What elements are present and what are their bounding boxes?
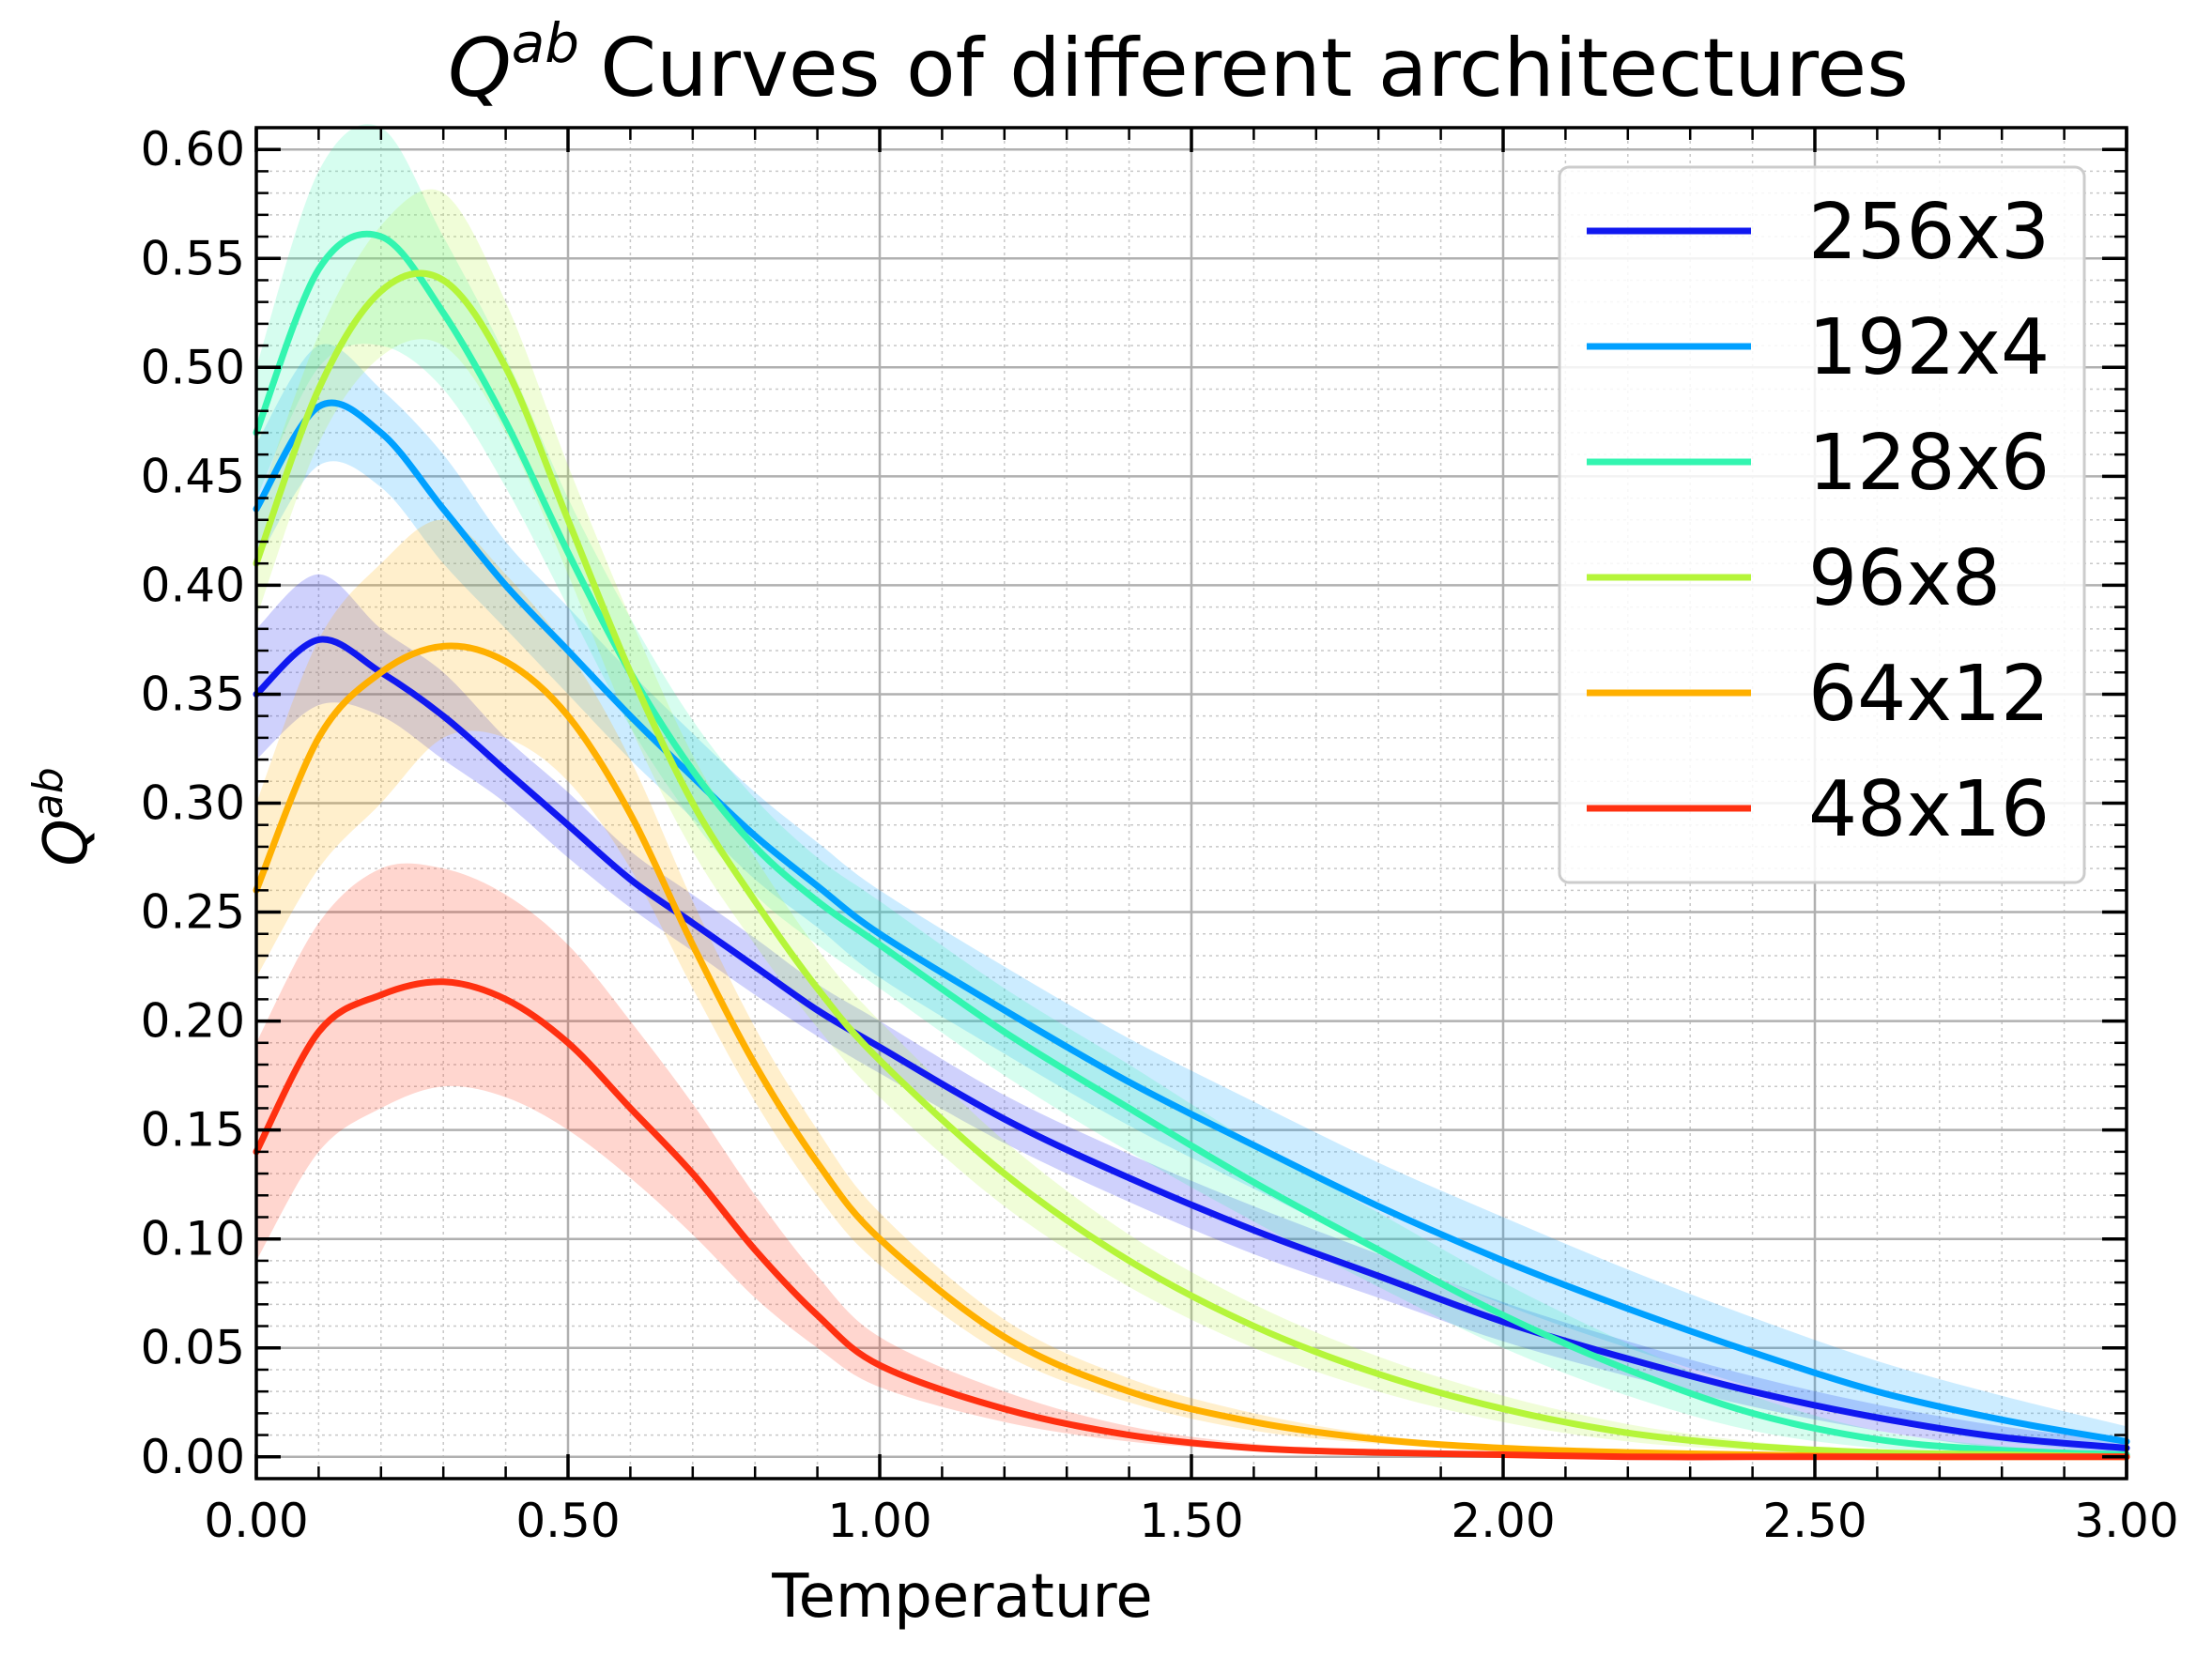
band-128x6	[256, 124, 2127, 1457]
line-256x3	[253, 636, 2130, 1451]
legend-label-96x8: 96x8	[1808, 534, 2001, 623]
band-48x16	[256, 863, 2127, 1457]
line-192x4	[253, 399, 2130, 1445]
line-48x16	[253, 978, 2130, 1461]
y-tick-label: 0.45	[141, 449, 245, 503]
y-tick-label: 0.20	[141, 994, 245, 1049]
x-tick-labels: 0.00 0.50 1.00 1.50 2.00 2.50 3.00	[204, 1494, 2178, 1548]
y-tick-label: 0.30	[141, 776, 245, 831]
legend: 256x3 192x4 128x6 96x8 64x12 48x16	[1558, 165, 2086, 884]
legend-label-256x3: 256x3	[1808, 188, 2050, 277]
x-tick-label: 0.00	[204, 1494, 308, 1548]
y-tick-label: 0.05	[141, 1321, 245, 1375]
y-tick-label: 0.15	[141, 1103, 245, 1158]
x-tick-label: 2.00	[1451, 1494, 1555, 1548]
band-64x12	[256, 519, 2127, 1457]
x-tick-label: 0.50	[515, 1494, 620, 1548]
y-axis-symbol: Q	[32, 819, 101, 866]
series-lines	[253, 230, 2130, 1461]
chart-title-superscript: ab	[512, 11, 579, 75]
y-tick-labels: 0.00 0.05 0.10 0.15 0.20 0.25 0.30 0.35 0.40 0.45…	[141, 122, 245, 1484]
chart-title-text: Curves of different architectures	[600, 22, 1909, 115]
x-tick-label: 1.00	[827, 1494, 931, 1548]
axis-ticks	[254, 128, 2128, 1479]
y-axis-superscript: ab	[24, 767, 72, 819]
x-axis-label: Temperature	[771, 1562, 1152, 1632]
y-tick-label: 0.00	[141, 1430, 245, 1484]
legend-label-192x4: 192x4	[1808, 303, 2050, 392]
y-tick-label: 0.50	[141, 340, 245, 394]
band-192x4	[256, 344, 2127, 1453]
chart-title: Qab Curves of different architectures	[448, 11, 1909, 115]
x-tick-label: 1.50	[1139, 1494, 1243, 1548]
y-tick-label: 0.35	[141, 667, 245, 721]
y-tick-label: 0.25	[141, 885, 245, 940]
chart-title-symbol: Q	[448, 22, 512, 115]
y-tick-label: 0.10	[141, 1212, 245, 1266]
x-tick-label: 2.50	[1762, 1494, 1866, 1548]
line-128x6	[253, 230, 2130, 1458]
y-axis-label: Qab	[24, 767, 101, 866]
legend-label-128x6: 128x6	[1808, 419, 2050, 508]
y-tick-label: 0.60	[141, 122, 245, 176]
y-tick-label: 0.55	[141, 231, 245, 285]
legend-label-64x12: 64x12	[1808, 650, 2050, 739]
y-tick-label: 0.40	[141, 558, 245, 612]
line-96x8	[253, 269, 2130, 1461]
legend-label-48x16: 48x16	[1808, 765, 2050, 854]
x-tick-label: 3.00	[2074, 1494, 2178, 1548]
